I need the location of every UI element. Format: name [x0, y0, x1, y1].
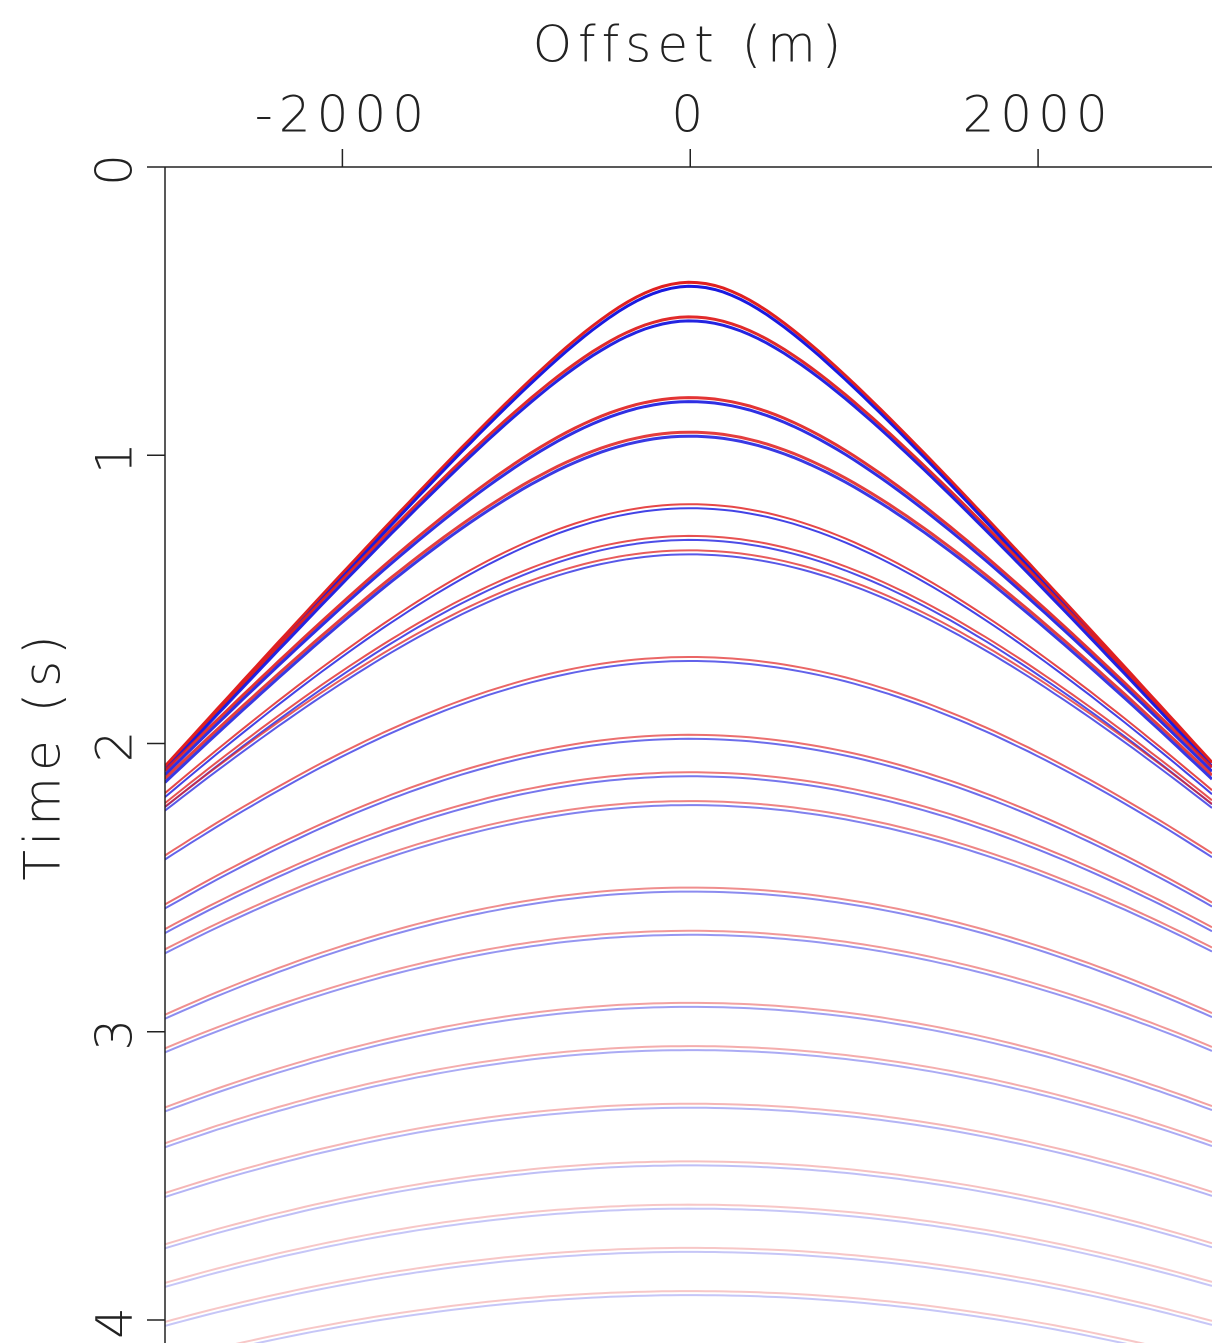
- seismic-event: [165, 1160, 1212, 1246]
- seismic-event: [165, 1246, 1212, 1323]
- seismic-event: [165, 1207, 1212, 1288]
- seismic-event: [165, 771, 1212, 930]
- seismic-event: [165, 733, 1212, 906]
- seismic-event: [165, 396, 1212, 772]
- seismic-event: [165, 1001, 1212, 1109]
- seismic-event: [165, 1164, 1212, 1250]
- seismic-event: [165, 886, 1212, 1016]
- seismic-event: [165, 315, 1212, 768]
- seismic-event: [165, 549, 1212, 808]
- y-tick-label: 4: [86, 1301, 144, 1339]
- seismic-event: [165, 553, 1212, 812]
- x-tick-label: -2000: [255, 86, 430, 144]
- seismic-event: [165, 804, 1212, 955]
- seismic-event: [165, 1049, 1212, 1149]
- seismic-events: [165, 280, 1212, 1343]
- seismic-event: [165, 430, 1212, 780]
- seismic-event: [165, 534, 1212, 804]
- seismic-event: [165, 280, 1212, 768]
- x-tick-label: 2000: [962, 86, 1113, 144]
- seismic-event: [165, 507, 1212, 798]
- y-tick-label: 0: [86, 148, 144, 186]
- seismic-event: [165, 1005, 1212, 1113]
- seismic-event: [165, 1203, 1212, 1284]
- seismic-event: [165, 1106, 1212, 1198]
- seismic-event: [165, 933, 1212, 1054]
- y-tick-label: 1: [86, 436, 144, 474]
- seismic-event: [165, 400, 1212, 776]
- seismic-event: [165, 1250, 1212, 1327]
- seismic-event: [165, 434, 1212, 784]
- seismic-event: [165, 503, 1212, 794]
- seismic-event: [165, 660, 1212, 861]
- y-tick-label: 3: [86, 1013, 144, 1051]
- y-tick-label: 2: [86, 725, 144, 763]
- x-axis-title: Offset (m): [533, 16, 848, 74]
- seismic-event: [165, 929, 1212, 1050]
- seismic-event: [165, 1102, 1212, 1194]
- seismic-event: [165, 1045, 1212, 1145]
- seismic-event: [165, 800, 1212, 951]
- seismic-event: [165, 284, 1212, 772]
- seismic-event: [253, 1294, 1128, 1343]
- y-axis-title: Time (s): [14, 629, 72, 880]
- x-tick-label: 0: [671, 86, 709, 144]
- seismic-event: [165, 656, 1212, 857]
- seismic-event: [165, 737, 1212, 910]
- seismic-event: [165, 319, 1212, 772]
- seismic-event: [165, 775, 1212, 934]
- seismic-event: [165, 890, 1212, 1020]
- seismic-event: [165, 538, 1212, 808]
- seismic-event: [235, 1290, 1145, 1343]
